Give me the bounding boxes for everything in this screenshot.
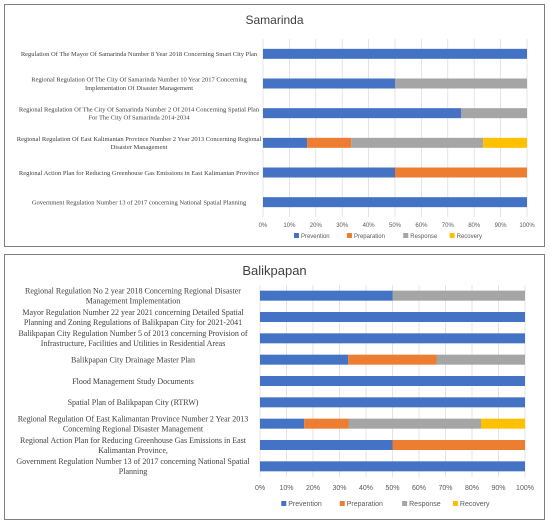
category-label: Regional Action Plan for Reducing Greenh… — [19, 170, 259, 177]
x-tick-label: 90% — [491, 485, 505, 492]
x-tick-label: 10% — [283, 223, 296, 229]
x-tick-label: 100% — [519, 223, 535, 229]
bar-segment-response — [395, 78, 527, 89]
bar-segment-response — [436, 354, 525, 365]
x-tick-label: 40% — [363, 223, 376, 229]
bar-segment-prevention — [260, 397, 525, 408]
samarinda-chart-panel: Samarinda 0% 10% 20% 30% 40% 50% 60% 70% 80% 90% 1… — [4, 4, 545, 247]
category-label: Government Regulation Number 13 of 2017 … — [32, 199, 247, 206]
x-tick-label: 60% — [412, 485, 426, 492]
bar-segment-response — [351, 137, 484, 148]
x-tick-label: 20% — [306, 485, 320, 492]
x-tick-label: 80% — [468, 223, 481, 229]
x-tick-label: 40% — [359, 485, 373, 492]
category-label: Regional Regulation Of The City Of Samar… — [31, 77, 247, 92]
chart-title: Balikpapan — [242, 263, 307, 278]
bar-segment-prevention — [263, 137, 308, 148]
bar-segment-prevention — [263, 108, 461, 119]
bar-segment-prevention — [260, 354, 349, 365]
bar-segment-response — [348, 418, 482, 429]
bar-segment-response — [461, 108, 527, 119]
legend-swatch — [293, 233, 299, 238]
x-tick-label: 50% — [385, 485, 399, 492]
bar-segment-recovery — [483, 137, 527, 148]
x-tick-label: 0% — [259, 223, 268, 229]
bar-segment-prevention — [263, 48, 527, 59]
legend-swatch — [403, 233, 409, 238]
legend-label: Preparation — [354, 234, 385, 240]
bar-segment-preparation — [348, 354, 437, 365]
x-tick-label: 70% — [442, 223, 455, 229]
bar-segment-prevention — [260, 376, 525, 386]
category-label: Mayor Regulation Number 22 year 2021 con… — [22, 308, 244, 327]
x-tick-label: 80% — [465, 485, 479, 492]
legend-label: Response — [410, 234, 438, 240]
bar-segment-preparation — [304, 418, 349, 429]
bar-segment-prevention — [260, 312, 525, 322]
legend-label: Prevention — [301, 234, 330, 240]
legend-swatch — [346, 233, 352, 238]
bar-segment-prevention — [260, 290, 393, 301]
balikpapan-chart-panel: Balikpapan 0% 10% 20% 30% 40% 50% 60% 70% 80% 90%… — [4, 254, 545, 520]
x-tick-label: 10% — [279, 485, 293, 492]
bar-segment-prevention — [263, 78, 395, 89]
samarinda-chart: 0% 10% 20% 30% 40% 50% 60% 70% 80% 90% 100% Regulat… — [17, 39, 535, 240]
x-tick-label: 50% — [389, 223, 402, 229]
legend-label: Response — [409, 501, 441, 508]
legend-label: Prevention — [288, 501, 322, 508]
bar-segment-prevention — [260, 333, 525, 344]
bar-segment-prevention — [260, 418, 305, 429]
x-tick-label: 70% — [438, 485, 452, 492]
bar-segment-preparation — [392, 440, 525, 450]
bar-segment-prevention — [260, 461, 525, 472]
legend-swatch — [402, 501, 408, 506]
bar-segment-prevention — [263, 167, 395, 178]
category-label: Regional Regulation No 2 year 2018 Conce… — [25, 286, 241, 305]
x-tick-label: 90% — [495, 223, 508, 229]
x-tick-label: 60% — [415, 223, 428, 229]
category-label: Regulation Of The Mayor Of Samarinda Num… — [21, 51, 258, 58]
balikpapan-chart: 0% 10% 20% 30% 40% 50% 60% 70% 80% 90% 100% Regiona… — [16, 285, 534, 508]
category-label: Regional Regulation Of East Kalimantan P… — [18, 414, 249, 433]
legend-swatch — [339, 501, 345, 506]
category-label: Regional Action Plan for Reducing Greenh… — [20, 436, 247, 455]
bar-segment-response — [392, 290, 525, 301]
bar-segment-recovery — [481, 418, 525, 429]
category-label: Spatial Plan of Balikpapan City (RTRW) — [68, 398, 199, 407]
bar-segment-preparation — [395, 167, 527, 178]
legend-label: Recovery — [457, 234, 482, 240]
legend-swatch — [281, 501, 287, 506]
legend-label: Recovery — [460, 501, 490, 508]
legend-label: Preparation — [347, 501, 383, 508]
category-label: Regional Regulation Of East Kalimantan P… — [17, 136, 262, 151]
bar-segment-prevention — [260, 440, 393, 450]
x-tick-label: 100% — [516, 485, 534, 492]
x-tick-label: 30% — [336, 223, 349, 229]
x-tick-label: 30% — [332, 485, 346, 492]
category-label: Government Regulation Number 13 of 2017 … — [16, 457, 250, 476]
x-tick-label: 20% — [310, 223, 323, 229]
bar-segment-prevention — [263, 197, 527, 208]
x-tick-label: 0% — [255, 485, 265, 492]
bar-segment-preparation — [307, 137, 352, 148]
legend-swatch — [449, 233, 455, 238]
category-label: Balikpapan City Drainage Master Plan — [71, 355, 195, 364]
category-label: Regional Regulation Of The City Of Samar… — [19, 106, 260, 121]
category-label: Flood Management Study Documents — [72, 377, 194, 386]
chart-title: Samarinda — [245, 13, 304, 27]
legend-swatch — [452, 501, 458, 506]
category-label: Balikpapan City Regulation Number 5 of 2… — [18, 329, 247, 348]
